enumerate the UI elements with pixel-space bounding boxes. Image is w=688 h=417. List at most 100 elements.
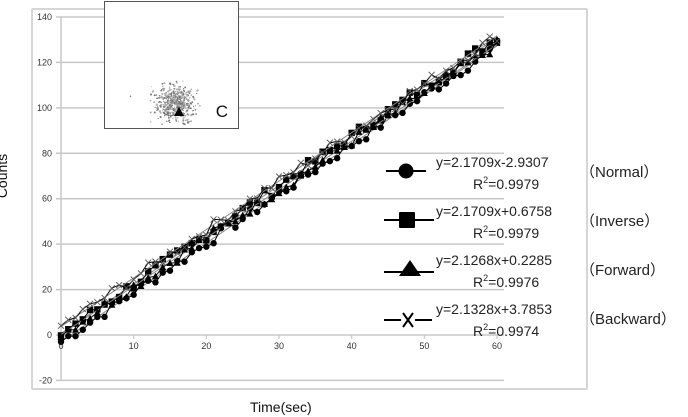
r2-value: =0.9979 (488, 225, 540, 241)
legend-item-normal: y=2.1709x-2.9307 R2=0.9979 （Normal） (384, 153, 688, 202)
r2-prefix: R (473, 274, 484, 290)
data-point (57, 338, 65, 345)
data-point (224, 218, 232, 225)
data-point (101, 294, 108, 302)
data-point (319, 149, 326, 157)
inset-image-panel: C (104, 1, 239, 129)
x-icon (384, 312, 432, 328)
y-tick-label: 80 (42, 148, 52, 158)
data-point (370, 115, 377, 123)
data-point (377, 113, 385, 121)
data-point (362, 122, 370, 130)
data-point (145, 268, 152, 275)
data-point (363, 136, 370, 143)
data-point (449, 69, 457, 77)
data-point (399, 109, 406, 117)
data-point (72, 326, 80, 333)
data-point (195, 244, 203, 252)
legend-series-name: （Normal） (580, 164, 659, 181)
data-point (493, 39, 501, 46)
data-point (348, 142, 356, 149)
data-point (159, 269, 166, 276)
data-point (144, 274, 152, 281)
data-point (312, 155, 319, 162)
data-point (442, 80, 450, 87)
data-point (239, 204, 246, 212)
legend-equation: y=2.1268x+0.2285 (436, 252, 552, 268)
data-point (399, 98, 407, 106)
data-point (428, 71, 435, 79)
legend-r2: R2=0.9974 (473, 322, 540, 339)
data-point (283, 176, 290, 183)
r2-prefix: R (473, 176, 484, 192)
legend-equation: y=2.1709x+0.6758 (436, 203, 552, 219)
data-point (253, 195, 261, 202)
data-point (246, 199, 254, 206)
data-point (384, 107, 392, 114)
legend-r2: R2=0.9976 (473, 273, 540, 290)
data-point (86, 300, 94, 308)
data-point (101, 298, 109, 306)
data-point (57, 322, 65, 330)
data-point (355, 128, 363, 135)
data-point (464, 58, 472, 66)
data-point (319, 156, 327, 164)
data-point (86, 314, 94, 322)
data-point (312, 158, 319, 165)
data-point (254, 208, 261, 216)
data-point (326, 147, 334, 155)
data-point (413, 86, 421, 93)
data-point (493, 35, 501, 43)
data-point (304, 162, 312, 169)
x-tick-label: 60 (492, 341, 502, 351)
legend-item-forward: y=2.1268x+0.2285 R2=0.9976 （Forward） (384, 251, 688, 300)
data-point (166, 248, 174, 256)
data-point (137, 270, 145, 277)
data-point (435, 86, 443, 93)
data-point (275, 173, 283, 180)
x-tick-label: 40 (347, 341, 357, 351)
legend: y=2.1709x-2.9307 R2=0.9979 （Normal） y=2.… (384, 153, 688, 349)
r2-value: =0.9979 (488, 176, 540, 192)
r2-prefix: R (473, 225, 484, 241)
r2-value: =0.9974 (488, 323, 540, 339)
inset-scatter-cloud (129, 80, 201, 126)
triangle-icon (384, 260, 434, 276)
data-point (282, 171, 290, 179)
data-point (312, 168, 319, 176)
data-point (202, 236, 210, 243)
data-point (420, 89, 428, 96)
legend-series-name: （Backward） (580, 311, 676, 328)
data-point (493, 37, 501, 45)
legend-item-inverse: y=2.1709x+0.6758 R2=0.9979 （Inverse） (384, 202, 688, 251)
data-point (478, 51, 486, 58)
data-point (64, 316, 72, 324)
data-point (224, 216, 232, 224)
data-point (72, 314, 79, 322)
data-point (203, 231, 210, 239)
data-point (341, 138, 348, 146)
data-point (311, 163, 319, 170)
data-point (123, 284, 130, 292)
legend-r2: R2=0.9979 (473, 224, 540, 241)
data-point (210, 216, 217, 223)
data-point (333, 147, 341, 154)
data-point (399, 100, 406, 108)
data-point (464, 67, 472, 74)
legend-equation: y=2.1709x-2.9307 (436, 154, 549, 170)
data-point (486, 50, 494, 58)
data-point (231, 217, 239, 225)
data-point (181, 244, 188, 251)
data-point (290, 181, 298, 189)
data-point (123, 283, 130, 290)
data-series-group (57, 33, 501, 345)
data-point (326, 157, 334, 165)
data-point (210, 224, 218, 232)
data-point (442, 73, 450, 81)
data-point (151, 272, 159, 280)
data-point (166, 259, 174, 266)
x-axis-label: Time(sec) (250, 399, 312, 415)
y-axis-label: Counts (0, 148, 22, 208)
data-point (297, 170, 305, 177)
legend-r2: R2=0.9979 (473, 175, 540, 192)
